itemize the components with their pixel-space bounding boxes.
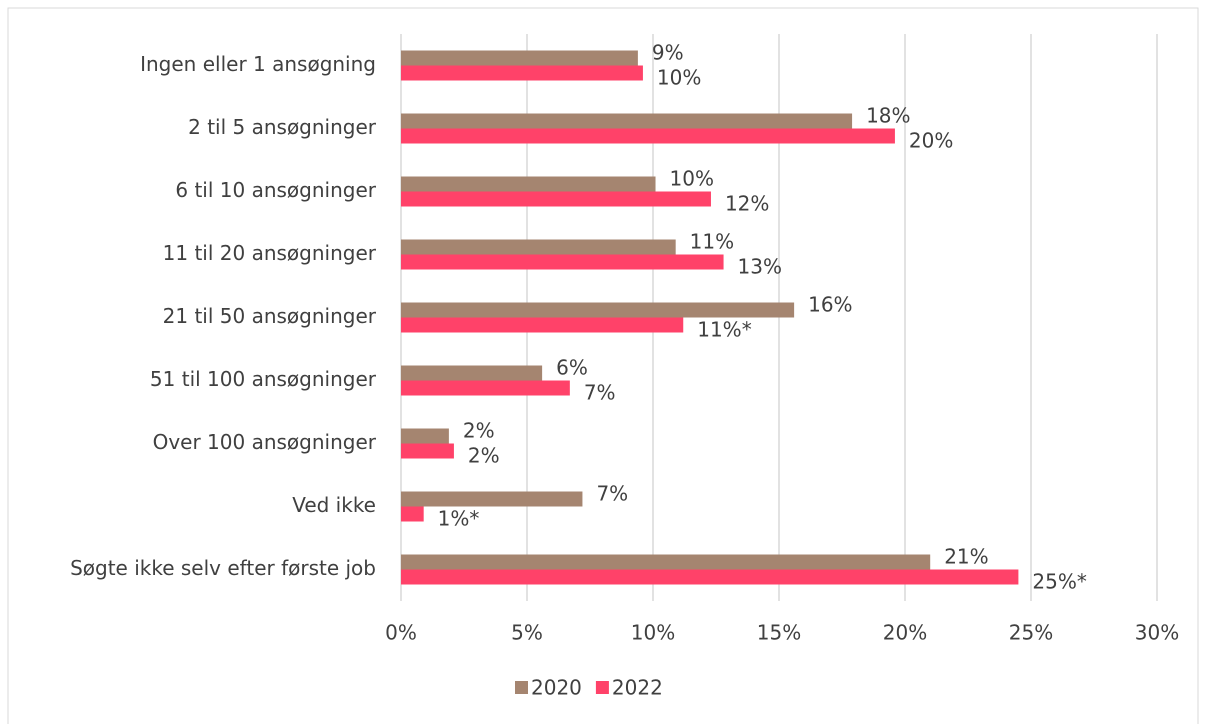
bar bbox=[401, 254, 724, 270]
value-label: 10% bbox=[670, 167, 714, 191]
bar bbox=[401, 191, 711, 207]
legend-swatch bbox=[595, 681, 609, 694]
value-label: 1%* bbox=[438, 507, 480, 531]
bar bbox=[401, 506, 424, 522]
x-tick-label: 30% bbox=[1135, 621, 1179, 645]
x-tick-label: 25% bbox=[1009, 621, 1053, 645]
bar bbox=[401, 113, 853, 129]
y-tick-label: 6 til 10 ansøgninger bbox=[175, 178, 376, 202]
value-label: 16% bbox=[808, 293, 852, 317]
value-label: 11%* bbox=[697, 318, 751, 342]
value-label: 13% bbox=[738, 255, 782, 279]
value-label: 6% bbox=[556, 356, 588, 380]
y-tick-label: Ved ikke bbox=[292, 493, 376, 517]
x-tick-label: 10% bbox=[631, 621, 675, 645]
value-label: 12% bbox=[725, 192, 769, 216]
y-tick-label: Over 100 ansøgninger bbox=[153, 430, 377, 454]
y-tick-label: Ingen eller 1 ansøgning bbox=[140, 52, 376, 76]
y-tick-label: 11 til 20 ansøgninger bbox=[163, 241, 377, 265]
x-tick-label: 15% bbox=[757, 621, 801, 645]
x-tick-label: 5% bbox=[511, 621, 543, 645]
chart-frame bbox=[7, 7, 1199, 724]
value-label: 7% bbox=[596, 482, 628, 506]
value-label: 21% bbox=[944, 545, 988, 569]
y-tick-label: Søgte ikke selv efter første job bbox=[70, 556, 376, 580]
legend-swatch bbox=[515, 681, 528, 694]
value-label: 11% bbox=[690, 230, 734, 254]
legend-label: 2020 bbox=[531, 676, 582, 700]
y-tick-label: 2 til 5 ansøgninger bbox=[188, 115, 377, 139]
bar bbox=[401, 65, 643, 81]
bar bbox=[401, 302, 795, 318]
bar bbox=[401, 380, 570, 396]
bar bbox=[401, 50, 638, 66]
bar bbox=[401, 491, 583, 507]
value-label: 25%* bbox=[1032, 570, 1086, 594]
bar bbox=[401, 428, 449, 444]
value-label: 2% bbox=[463, 419, 495, 443]
value-label: 10% bbox=[657, 66, 701, 90]
y-tick-label: 21 til 50 ansøgninger bbox=[163, 304, 377, 328]
y-tick-label: 51 til 100 ansøgninger bbox=[150, 367, 377, 391]
value-label: 7% bbox=[584, 381, 616, 405]
value-label: 18% bbox=[866, 104, 910, 128]
value-label: 2% bbox=[468, 444, 500, 468]
bar bbox=[401, 176, 656, 192]
bar bbox=[401, 443, 454, 459]
x-tick-label: 0% bbox=[385, 621, 417, 645]
bar bbox=[401, 317, 684, 333]
bar bbox=[401, 569, 1019, 585]
bar bbox=[401, 554, 931, 570]
value-label: 20% bbox=[909, 129, 953, 153]
legend-label: 2022 bbox=[612, 676, 663, 700]
value-label: 9% bbox=[652, 41, 684, 65]
x-tick-label: 20% bbox=[883, 621, 927, 645]
bar bbox=[401, 128, 895, 144]
bar bbox=[401, 239, 676, 255]
bar bbox=[401, 365, 543, 381]
